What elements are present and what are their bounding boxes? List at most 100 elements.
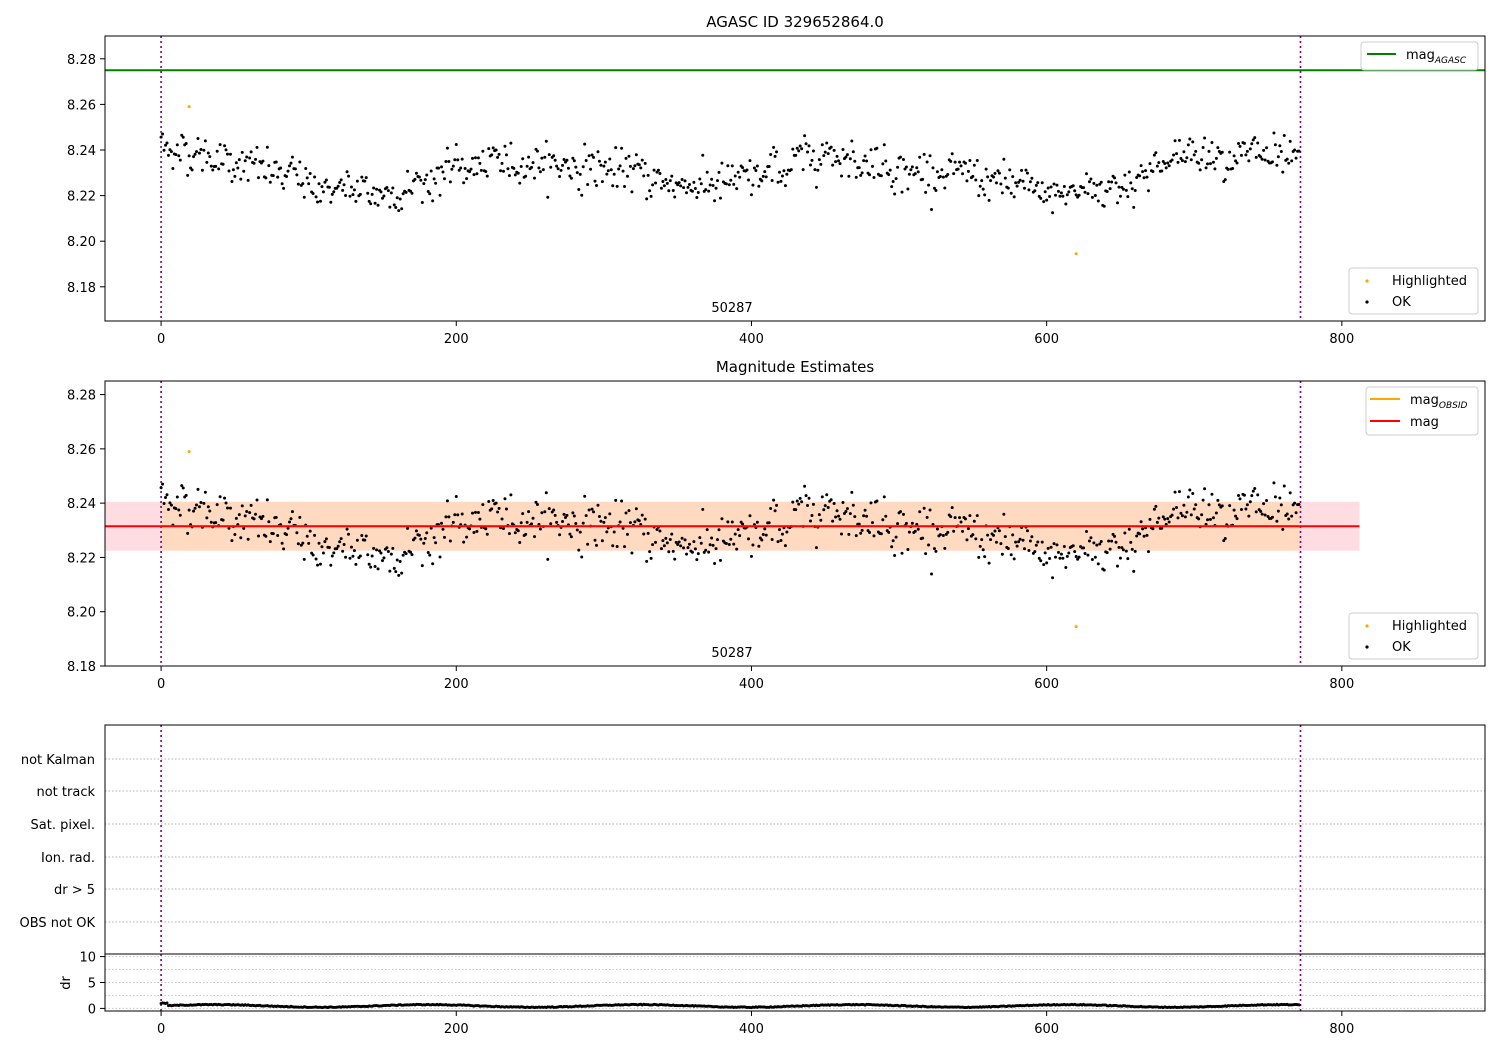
data-point (1247, 514, 1251, 518)
data-point (649, 194, 653, 198)
data-point (863, 154, 867, 158)
data-point (454, 495, 458, 499)
data-point (546, 557, 550, 561)
data-point (1248, 147, 1252, 151)
data-point (369, 202, 373, 206)
data-point (599, 163, 603, 167)
data-point (1232, 154, 1236, 158)
data-point (237, 158, 241, 162)
data-point (881, 518, 885, 522)
data-point (596, 503, 600, 507)
data-point (413, 536, 417, 540)
data-point (791, 147, 795, 151)
data-point (485, 174, 489, 178)
data-point (1248, 500, 1252, 504)
data-point (243, 159, 247, 163)
data-point (965, 538, 969, 542)
data-point (584, 158, 588, 162)
data-point (341, 549, 345, 553)
data-point (575, 528, 579, 532)
data-point (798, 496, 802, 500)
data-point (1011, 175, 1015, 179)
data-point (360, 175, 364, 179)
data-point (1207, 503, 1211, 507)
data-point (290, 510, 294, 514)
data-point (425, 173, 429, 177)
data-point (980, 538, 984, 542)
data-point (1154, 504, 1158, 508)
data-point (1238, 497, 1242, 501)
data-point (462, 181, 466, 185)
data-point (571, 511, 575, 515)
data-point (862, 514, 866, 518)
data-point (233, 533, 237, 537)
data-point (432, 177, 436, 181)
data-point (166, 508, 170, 512)
data-point (1206, 518, 1210, 522)
data-point (199, 500, 203, 504)
data-point (538, 170, 542, 174)
data-point (209, 164, 213, 168)
data-point (441, 170, 445, 174)
data-point (226, 506, 230, 510)
y-tick-label: 8.18 (67, 660, 96, 675)
data-point (438, 555, 442, 559)
data-point (347, 532, 351, 536)
data-point (301, 182, 305, 186)
data-point (410, 191, 414, 195)
data-point (1273, 143, 1277, 147)
data-point (352, 549, 356, 553)
data-point (1173, 490, 1177, 494)
data-point (1141, 170, 1145, 174)
data-point (195, 150, 199, 154)
data-point (177, 508, 181, 512)
data-point (434, 541, 438, 545)
data-point (569, 535, 573, 539)
data-point (339, 537, 343, 541)
data-point (946, 173, 950, 177)
data-point (896, 165, 900, 169)
data-point (997, 529, 1001, 533)
data-point (555, 164, 559, 168)
data-point (400, 571, 404, 575)
data-point (1228, 150, 1232, 154)
data-point (844, 509, 848, 513)
data-point (215, 503, 219, 507)
data-point (747, 537, 751, 541)
data-point (473, 156, 477, 160)
data-point (1201, 145, 1205, 149)
data-point (1067, 551, 1071, 555)
data-point (838, 517, 842, 521)
data-point (1237, 142, 1241, 146)
data-point (174, 153, 178, 157)
data-point (593, 538, 597, 542)
data-point (848, 512, 852, 516)
data-point (915, 166, 919, 170)
data-point (1089, 536, 1093, 540)
data-point (783, 544, 787, 548)
data-point (907, 172, 911, 176)
data-point (1281, 527, 1285, 531)
data-point (497, 506, 501, 510)
data-point (481, 503, 485, 507)
data-point (949, 159, 953, 163)
data-point (513, 173, 517, 177)
data-point (397, 573, 401, 577)
data-point (695, 195, 699, 199)
data-point (989, 179, 993, 183)
data-point (961, 172, 965, 176)
data-point (875, 146, 879, 150)
panel-magnitude-title: Magnitude Estimates (716, 358, 874, 376)
data-point (612, 172, 616, 176)
data-point (751, 543, 755, 547)
data-point (1293, 501, 1297, 505)
data-point (751, 183, 755, 187)
data-point (646, 173, 650, 177)
data-point (237, 513, 241, 517)
data-point (1182, 503, 1186, 507)
data-point (1138, 174, 1142, 178)
data-point (367, 199, 371, 203)
data-point (196, 136, 200, 140)
data-point (373, 565, 377, 569)
